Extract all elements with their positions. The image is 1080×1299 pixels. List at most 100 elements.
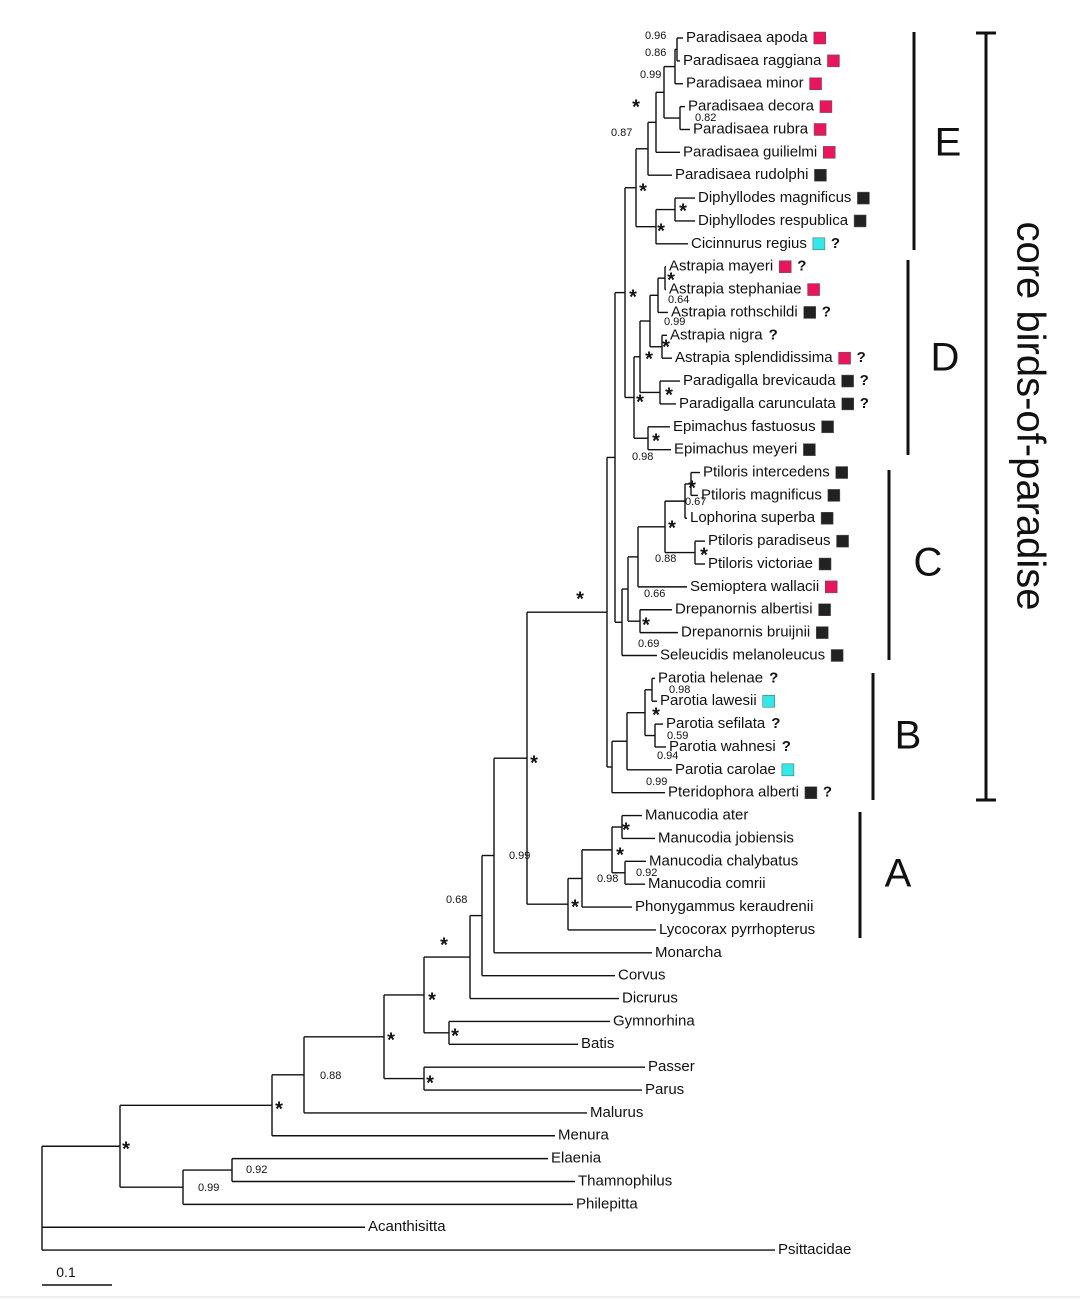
taxon-label: Astrapia splendidissima (675, 349, 833, 366)
trait-marker (809, 77, 822, 90)
taxon-label: Malurus (590, 1104, 643, 1121)
clade-label: E (935, 121, 962, 165)
support-value: * (642, 614, 650, 636)
support-value: * (122, 1138, 130, 1160)
support-value: 0.92 (246, 1164, 267, 1176)
support-value: * (629, 286, 637, 308)
support-value: 0.59 (667, 730, 688, 742)
taxon-label: Monarcha (655, 944, 722, 961)
trait-marker (830, 649, 844, 662)
taxon-label: Corvus (618, 967, 666, 984)
taxon-label: Ptiloris intercedens (703, 463, 830, 480)
taxon-label: Parotia wahnesi (669, 738, 776, 755)
taxon-label: Paradigalla carunculata (679, 395, 836, 412)
trait-marker (841, 397, 855, 411)
trait-marker (835, 466, 848, 479)
taxon-label: Manucodia chalybatus (649, 852, 798, 869)
trait-marker (821, 420, 834, 434)
support-value: * (622, 819, 630, 841)
support-value: * (632, 96, 640, 118)
taxon-label: Philepitta (576, 1195, 638, 1212)
taxon-label: Ptiloris magnificus (701, 486, 822, 503)
taxon-label: Parotia sefilata (666, 715, 766, 732)
taxon-label: Semioptera wallacii (690, 578, 819, 595)
trait-marker (853, 214, 867, 228)
uncertain-note: ? (860, 372, 869, 389)
support-value: * (387, 1029, 395, 1051)
trait-marker (827, 489, 841, 502)
trait-marker (778, 260, 792, 273)
scale-label: 0.1 (56, 1264, 76, 1280)
trait-marker (820, 512, 834, 525)
support-value: * (426, 1072, 434, 1094)
trait-marker (804, 786, 818, 799)
uncertain-note: ? (857, 349, 866, 366)
uncertain-note: ? (831, 235, 840, 252)
trait-marker (781, 763, 795, 777)
taxon-label: Diphyllodes respublica (698, 212, 849, 229)
taxon-label: Parotia helenae (658, 669, 763, 686)
group-label: core birds-of-paradise (1008, 221, 1052, 610)
taxon-label: Cicinnurus regius (691, 235, 807, 252)
taxon-label: Astrapia stephaniae (669, 281, 802, 298)
support-value: * (616, 844, 624, 866)
support-value: * (652, 704, 660, 726)
taxon-label: Paradisaea rubra (693, 120, 809, 137)
trait-marker (812, 237, 826, 251)
support-value: 0.64 (668, 294, 689, 306)
uncertain-note: ? (822, 303, 831, 320)
support-value: * (571, 896, 579, 918)
taxon-label: Astrapia nigra (670, 326, 763, 343)
trait-marker (818, 603, 831, 616)
taxon-label: Pteridophora alberti (668, 784, 799, 801)
trait-marker (857, 191, 870, 205)
support-value: * (665, 384, 673, 406)
taxon-label: Lycocorax pyrrhopterus (659, 921, 815, 938)
taxon-label: Manucodia ater (645, 807, 748, 824)
taxon-label: Phonygammus keraudrenii (635, 898, 813, 915)
trait-marker (824, 580, 838, 594)
support-value: 0.98 (597, 873, 618, 885)
trait-marker (823, 146, 836, 159)
uncertain-note: ? (823, 784, 832, 801)
support-value: 0.98 (669, 684, 690, 696)
support-value: * (645, 348, 653, 370)
support-value: * (636, 391, 644, 413)
taxon-label: Acanthisitta (368, 1218, 446, 1235)
support-value: 0.69 (638, 638, 659, 650)
clade-label: C (914, 541, 943, 585)
clade-label: A (885, 852, 912, 896)
taxon-label: Parotia lawesii (660, 692, 757, 709)
support-value: 0.99 (646, 776, 667, 788)
taxon-label: Lophorina superba (690, 509, 816, 526)
support-value: * (451, 1025, 459, 1047)
support-value: 0.99 (640, 69, 661, 81)
trait-marker (803, 306, 816, 319)
support-value: * (700, 544, 708, 566)
taxon-label: Paradisaea rudolphi (675, 166, 808, 183)
taxon-label: Drepanornis bruijnii (681, 624, 810, 641)
trait-marker (827, 54, 840, 68)
support-value: 0.68 (446, 894, 467, 906)
trait-marker (807, 283, 820, 296)
support-value: * (576, 588, 584, 610)
taxon-label: Ptiloris paradiseus (708, 532, 831, 549)
taxon-label: Paradisaea raggiana (683, 52, 822, 69)
support-value: * (652, 430, 660, 452)
uncertain-note: ? (782, 738, 791, 755)
support-value: 0.99 (664, 316, 685, 328)
trait-marker (803, 443, 816, 456)
taxon-label: Parus (645, 1081, 684, 1098)
trait-marker (813, 123, 827, 136)
support-value: * (688, 477, 696, 499)
taxon-label: Astrapia mayeri (669, 258, 773, 275)
taxon-label: Menura (558, 1127, 610, 1144)
clade-label: B (895, 714, 922, 758)
clade-label: D (931, 336, 960, 380)
taxon-label: Dicrurus (622, 990, 678, 1007)
taxon-label: Thamnophilus (578, 1172, 672, 1189)
trait-marker (836, 534, 849, 548)
trait-marker (819, 100, 833, 113)
taxon-label: Astrapia rothschildi (671, 303, 798, 320)
